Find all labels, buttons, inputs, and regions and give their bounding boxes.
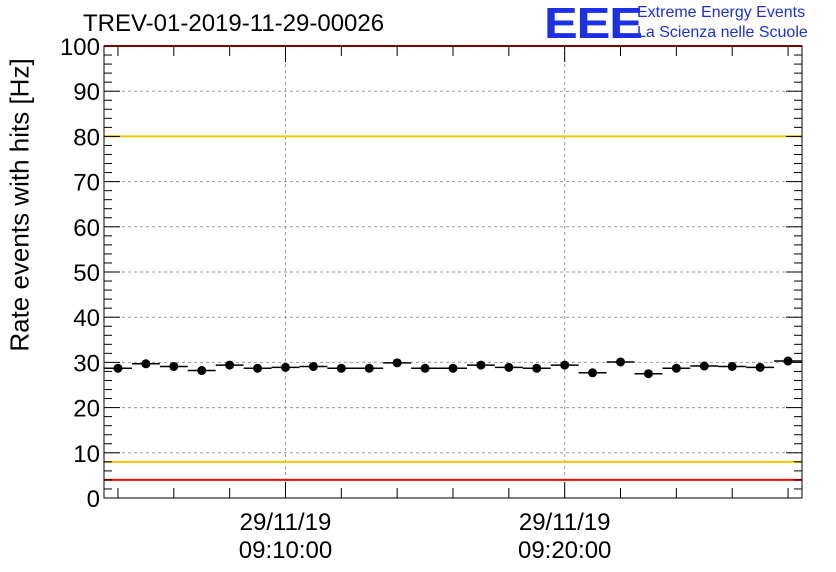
data-point bbox=[280, 362, 290, 372]
data-point bbox=[253, 363, 263, 373]
y-tick-label: 60 bbox=[73, 215, 100, 242]
data-point bbox=[197, 366, 207, 376]
data-point bbox=[504, 362, 514, 372]
data-point bbox=[671, 363, 681, 373]
y-tick-label: 90 bbox=[73, 79, 100, 106]
data-point bbox=[699, 361, 709, 371]
data-point bbox=[364, 363, 374, 373]
logo-subtitle-2: La Scienza nelle Scuole bbox=[637, 24, 808, 41]
x-tick-label-time: 09:10:00 bbox=[239, 537, 332, 564]
x-tick-label-date: 29/11/19 bbox=[519, 509, 611, 536]
y-axis-label: Rate events with hits [Hz] bbox=[4, 58, 35, 352]
y-tick-label: 40 bbox=[73, 305, 100, 332]
data-point bbox=[308, 361, 318, 371]
data-point bbox=[643, 369, 653, 379]
y-tick-label: 80 bbox=[73, 124, 100, 151]
data-point bbox=[755, 362, 765, 372]
data-point bbox=[727, 361, 737, 371]
data-point bbox=[560, 360, 570, 370]
chart-title: TREV-01-2019-11-29-00026 bbox=[83, 10, 385, 37]
data-point bbox=[141, 359, 151, 369]
logo-subtitle-1: Extreme Energy Events bbox=[637, 4, 806, 21]
y-tick-label: 30 bbox=[73, 350, 100, 377]
data-point bbox=[616, 357, 626, 367]
data-point bbox=[532, 363, 542, 373]
x-tick-label-date: 29/11/19 bbox=[240, 509, 332, 536]
data-point bbox=[476, 360, 486, 370]
y-tick-label: 70 bbox=[73, 170, 100, 197]
data-point bbox=[448, 363, 458, 373]
data-point bbox=[783, 356, 793, 366]
data-point bbox=[225, 360, 235, 370]
y-tick-label: 0 bbox=[87, 486, 100, 513]
data-points bbox=[104, 356, 802, 379]
y-tick-label: 10 bbox=[73, 441, 100, 468]
data-point bbox=[392, 358, 402, 368]
reference-lines bbox=[104, 45, 802, 481]
data-point bbox=[336, 363, 346, 373]
data-point bbox=[420, 363, 430, 373]
tick-labels: 010203040506070809010029/11/1909:10:0029… bbox=[60, 34, 611, 564]
grid-lines bbox=[104, 46, 802, 498]
data-point bbox=[588, 368, 598, 378]
y-tick-label: 100 bbox=[60, 34, 100, 61]
axis-ticks bbox=[104, 45, 802, 499]
data-point bbox=[113, 363, 123, 373]
data-point bbox=[169, 361, 179, 371]
eee-logo: EEE bbox=[544, 0, 643, 48]
y-tick-label: 50 bbox=[73, 260, 100, 287]
y-tick-label: 20 bbox=[73, 396, 100, 423]
x-tick-label-time: 09:20:00 bbox=[518, 537, 611, 564]
